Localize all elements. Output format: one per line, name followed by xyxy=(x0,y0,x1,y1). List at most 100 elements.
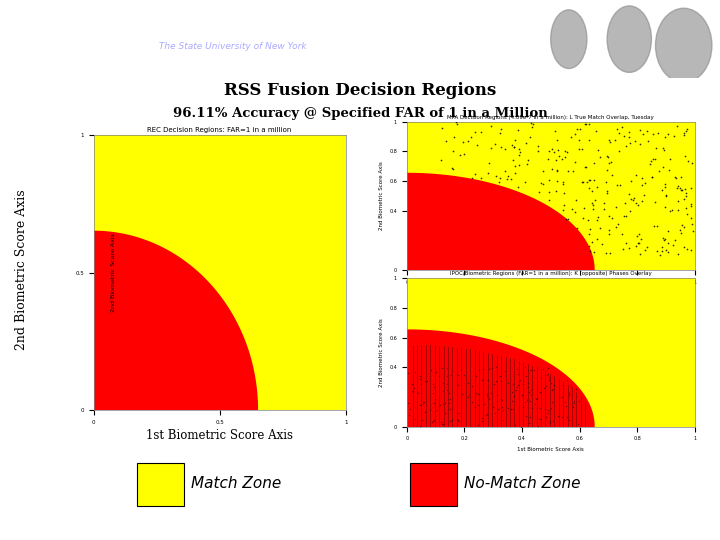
Point xyxy=(495,395,507,403)
Point xyxy=(613,147,624,156)
Point xyxy=(600,249,611,258)
Point xyxy=(511,383,523,391)
Point xyxy=(430,368,441,376)
Point xyxy=(538,179,549,188)
Point xyxy=(602,152,613,161)
Point xyxy=(687,227,698,235)
Point xyxy=(451,120,463,129)
Point xyxy=(469,127,481,136)
Point xyxy=(663,166,675,174)
Point xyxy=(641,127,652,136)
Point xyxy=(512,365,523,374)
Point xyxy=(507,140,518,149)
Point xyxy=(654,166,665,175)
Point xyxy=(565,133,577,141)
Point xyxy=(583,136,595,145)
Point xyxy=(418,400,429,408)
Point xyxy=(436,156,447,165)
Point xyxy=(433,372,445,381)
Point xyxy=(588,247,600,256)
Point xyxy=(610,202,621,211)
Point xyxy=(489,409,500,417)
Point xyxy=(438,420,449,428)
Point xyxy=(464,391,475,400)
Point xyxy=(544,176,555,184)
Point xyxy=(660,190,672,199)
Point xyxy=(559,153,570,161)
Point xyxy=(490,172,502,180)
Point xyxy=(509,162,521,171)
Point xyxy=(533,422,544,430)
Point xyxy=(475,127,487,136)
Point xyxy=(672,197,683,206)
Point xyxy=(508,143,520,151)
Point xyxy=(616,230,627,238)
Point xyxy=(563,391,575,400)
Point xyxy=(477,364,488,373)
Point xyxy=(573,145,585,153)
Point xyxy=(428,382,440,391)
Point xyxy=(520,412,531,421)
Text: UB: UB xyxy=(9,29,42,46)
Point xyxy=(671,122,683,130)
Point xyxy=(542,155,554,164)
Point xyxy=(672,184,683,192)
Point xyxy=(570,384,581,393)
Point xyxy=(646,172,657,181)
Point xyxy=(483,395,495,403)
Text: 96.11% Accuracy @ Specified FAR of 1 in a Million: 96.11% Accuracy @ Specified FAR of 1 in … xyxy=(173,107,547,120)
Point xyxy=(523,387,535,396)
Point xyxy=(605,158,616,166)
Point xyxy=(581,177,593,186)
Point xyxy=(559,188,570,197)
Point xyxy=(552,136,563,145)
Point xyxy=(469,402,481,411)
Point xyxy=(642,243,653,252)
Point xyxy=(667,206,678,214)
Point xyxy=(557,154,568,163)
Point xyxy=(453,381,464,389)
Point xyxy=(582,241,594,250)
Point xyxy=(570,158,581,166)
Point xyxy=(647,173,658,181)
Point xyxy=(452,371,464,380)
Point xyxy=(436,419,448,428)
Point xyxy=(526,391,537,400)
Point xyxy=(644,159,656,168)
Point xyxy=(616,123,628,131)
Point xyxy=(623,127,634,136)
Point xyxy=(455,366,467,374)
Point xyxy=(439,399,451,407)
Point xyxy=(621,212,632,220)
Point xyxy=(496,402,508,411)
Point xyxy=(551,187,562,195)
Point xyxy=(492,404,503,413)
Point xyxy=(686,219,698,228)
Point xyxy=(548,416,559,425)
Point xyxy=(601,186,613,195)
Point xyxy=(454,151,466,160)
Point xyxy=(580,162,592,171)
Point xyxy=(549,147,560,156)
Point xyxy=(494,128,505,137)
Point xyxy=(467,174,478,183)
Point xyxy=(634,125,645,134)
Point xyxy=(676,186,688,194)
Point xyxy=(409,367,420,376)
Point xyxy=(482,168,494,177)
Point xyxy=(552,411,564,420)
Point xyxy=(510,420,521,429)
Polygon shape xyxy=(407,173,594,270)
Text: Match Zone: Match Zone xyxy=(191,476,281,491)
Point xyxy=(420,377,432,386)
Point xyxy=(522,156,534,165)
Point xyxy=(598,199,610,207)
Point xyxy=(543,369,554,378)
Y-axis label: 2nd Biometric Score Axis: 2nd Biometric Score Axis xyxy=(379,161,384,230)
Point xyxy=(530,400,541,409)
Point xyxy=(427,417,438,426)
Point xyxy=(508,392,519,400)
Point xyxy=(592,145,603,154)
Point xyxy=(508,143,519,151)
Point xyxy=(625,177,636,185)
